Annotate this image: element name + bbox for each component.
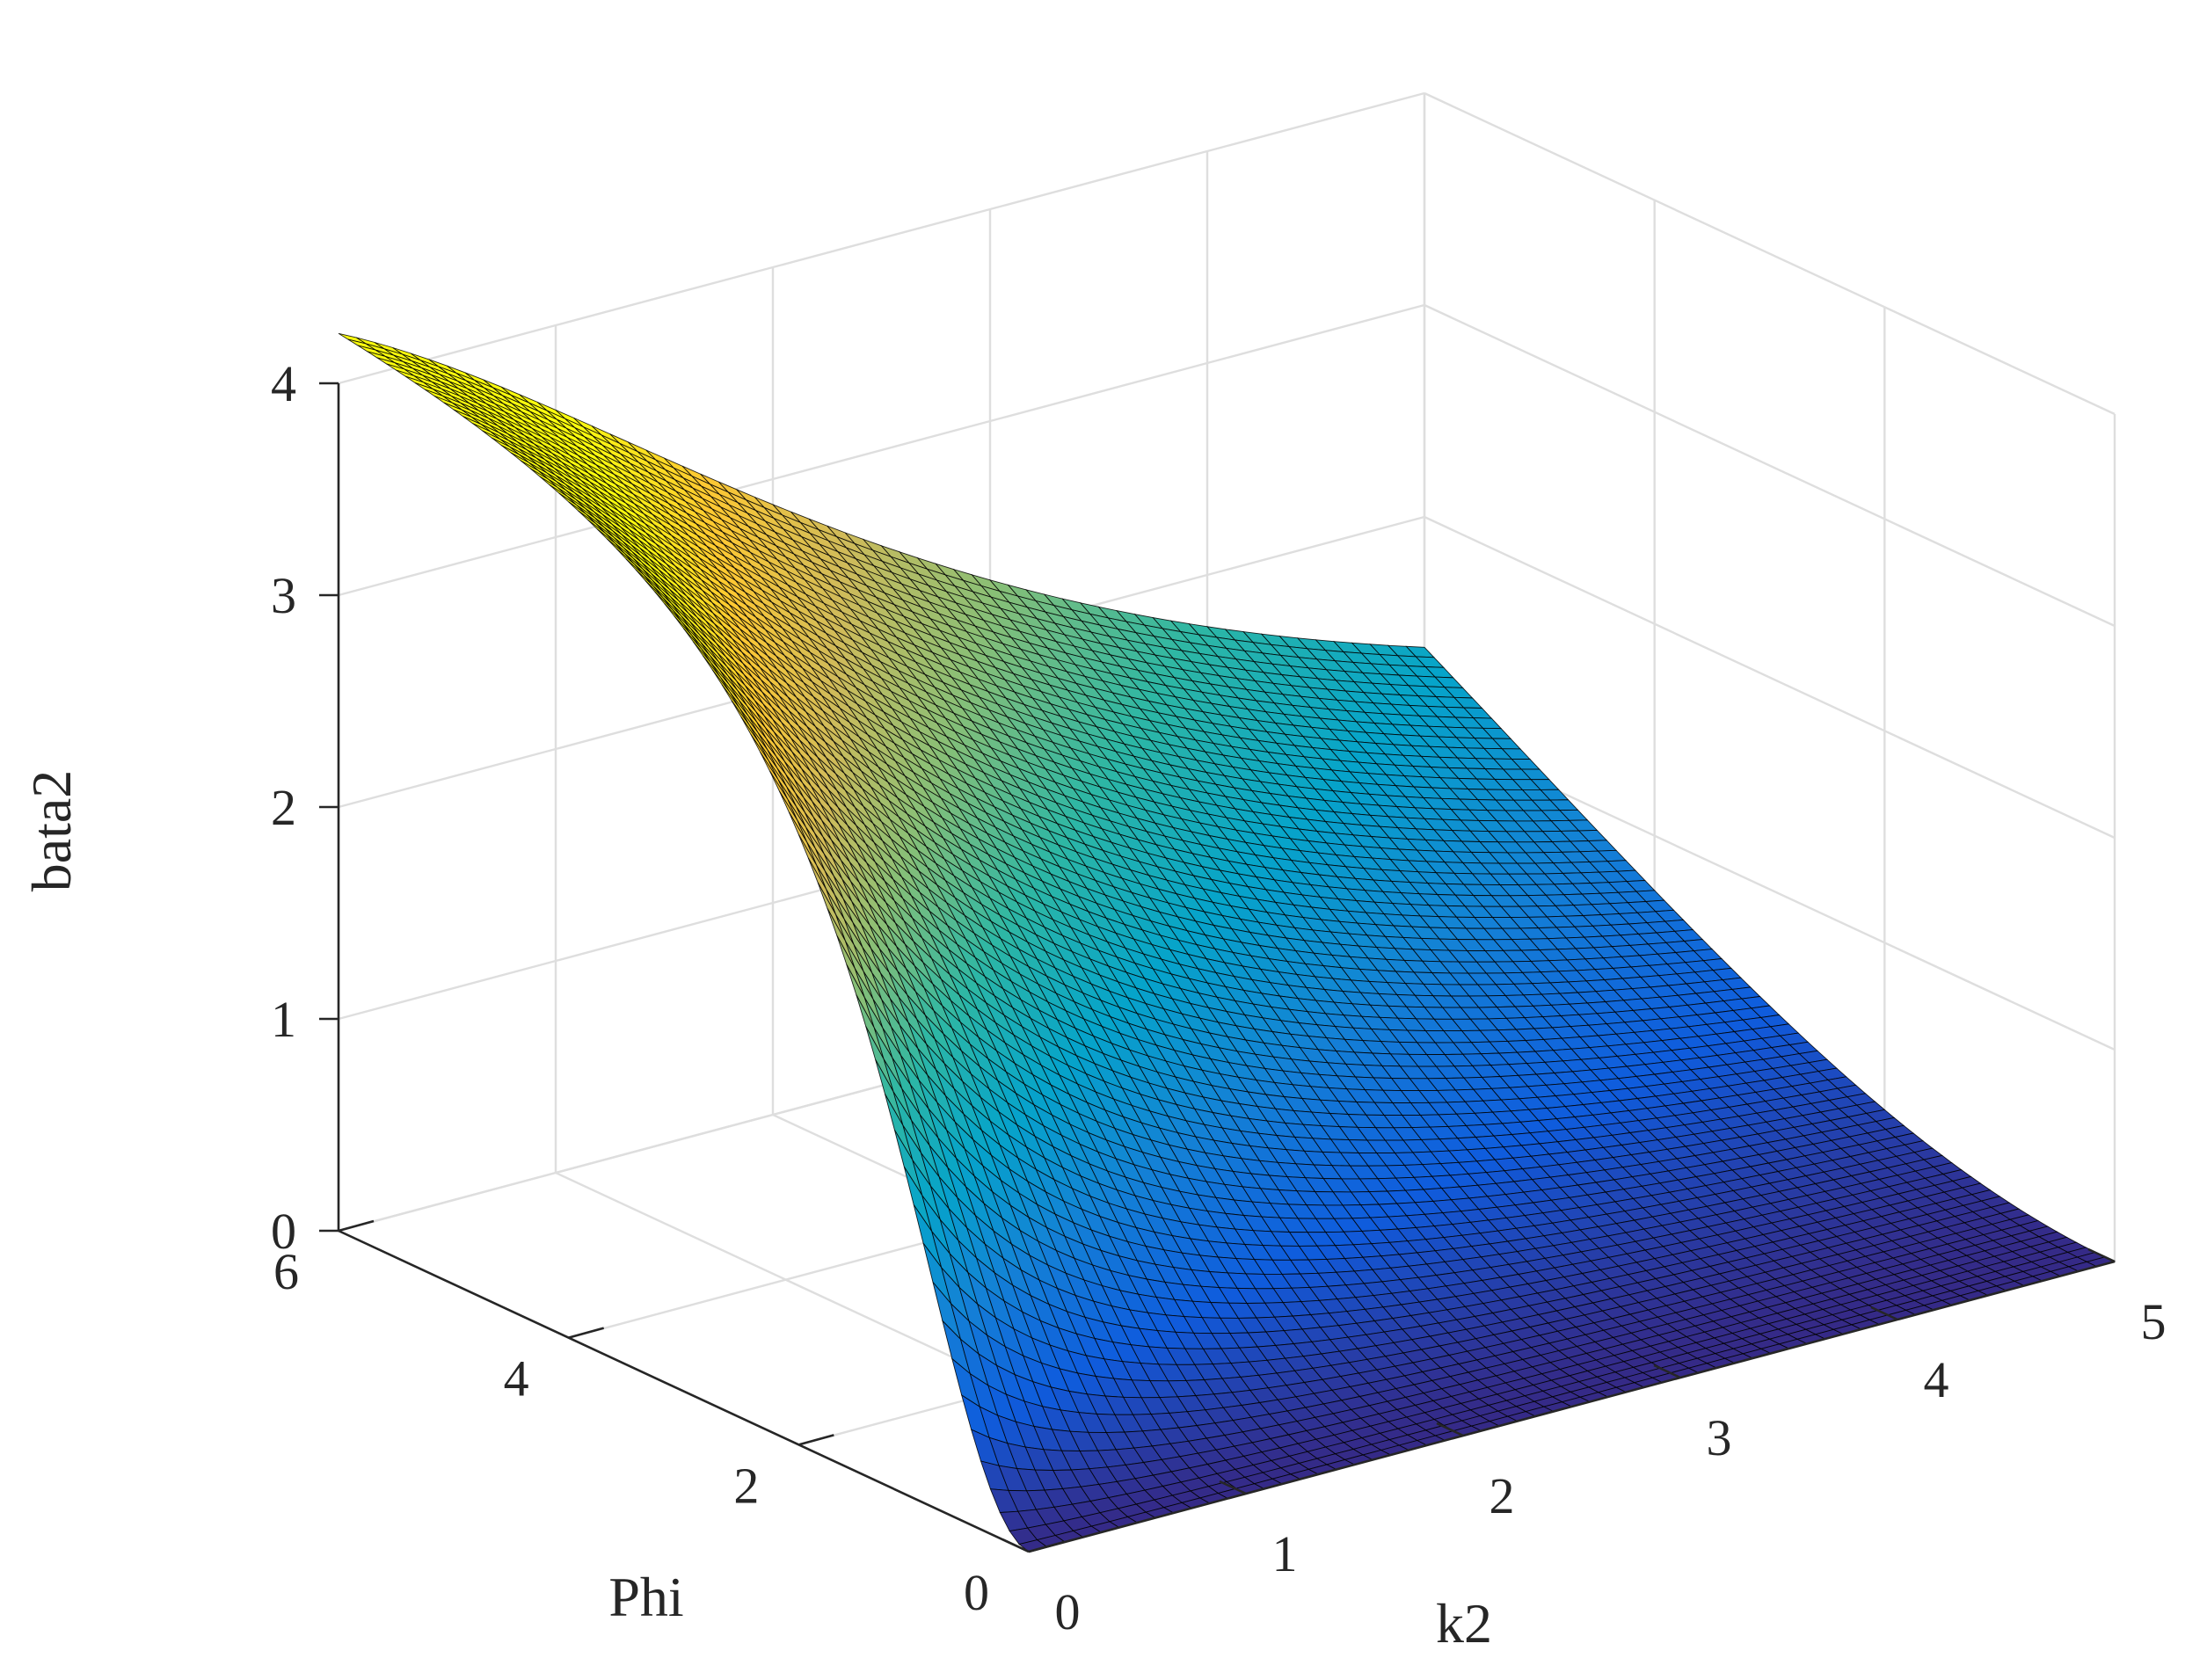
- phi-tick-label: 6: [273, 1243, 299, 1300]
- x-axis-title: k2: [1436, 1592, 1492, 1655]
- z-tick-label: 4: [271, 355, 296, 412]
- phi-tick-label: 2: [733, 1457, 759, 1514]
- phi-tick-label: 0: [964, 1564, 989, 1621]
- grid-line-z-4-back: [338, 91, 1425, 385]
- grid-line-z-2-side: [1424, 515, 2116, 840]
- grid-line-z-4-side: [1424, 91, 2116, 416]
- grid-line-z-3-side: [1424, 303, 2116, 628]
- z-axis-title: bata2: [20, 770, 83, 892]
- phi-tick-mark: [568, 1327, 605, 1339]
- surface-mesh: [338, 332, 2116, 1553]
- phi-tick-label: 4: [504, 1350, 529, 1407]
- y-axis-title: Phi: [608, 1566, 683, 1628]
- k2-tick-label: 1: [1272, 1525, 1298, 1582]
- grid-line-z-3-back: [338, 303, 1425, 597]
- k2-tick-label: 5: [2141, 1293, 2167, 1350]
- k2-tick-label: 2: [1490, 1467, 1515, 1524]
- z-tick-label: 3: [271, 567, 296, 624]
- phi-axis-line: [338, 1229, 1030, 1553]
- phi-tick-mark: [338, 1219, 375, 1233]
- k2-tick-label: 4: [1924, 1351, 1949, 1408]
- phi-tick-mark: [798, 1434, 834, 1446]
- z-tick-label: 2: [271, 779, 296, 836]
- z-tick-label: 1: [271, 991, 296, 1048]
- k2-tick-label: 3: [1707, 1409, 1732, 1466]
- k2-tick-label: 0: [1055, 1583, 1081, 1640]
